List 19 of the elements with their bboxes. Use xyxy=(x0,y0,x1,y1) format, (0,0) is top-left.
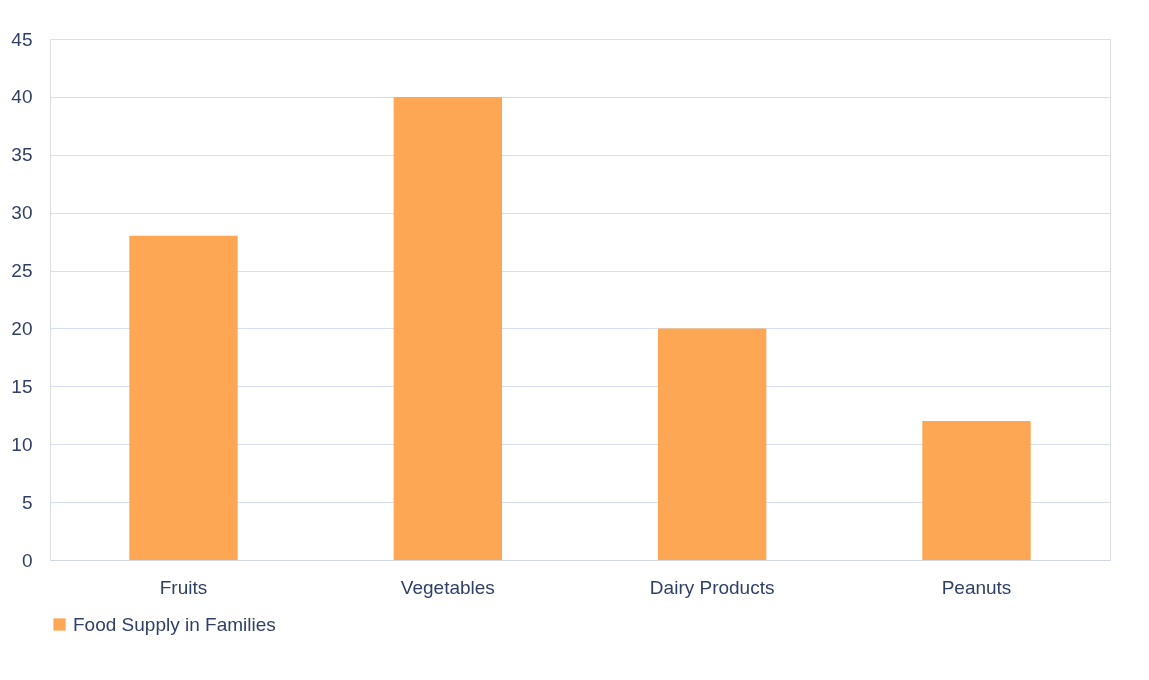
y-tick-label: 15 xyxy=(11,375,33,397)
y-tick-label: 0 xyxy=(21,549,33,571)
y-tick-label: 25 xyxy=(11,260,33,282)
y-tick-label: 5 xyxy=(21,491,33,513)
y-tick-label: 10 xyxy=(11,433,33,455)
bar xyxy=(393,96,503,560)
y-tick-label: 45 xyxy=(11,28,33,50)
x-tick-label: Dairy Products xyxy=(649,576,775,598)
x-tick-label: Peanuts xyxy=(941,576,1012,598)
y-tick-label: 20 xyxy=(11,317,33,339)
y-tick-label: 30 xyxy=(11,202,33,224)
bar xyxy=(922,421,1031,560)
legend-label: Food Supply in Families xyxy=(73,613,276,635)
x-tick-label: Fruits xyxy=(159,576,208,598)
y-tick-label: 35 xyxy=(11,144,33,166)
x-tick-label: Vegetables xyxy=(400,576,495,598)
bar xyxy=(129,235,238,560)
bar xyxy=(657,328,767,560)
y-tick-label: 40 xyxy=(11,86,33,108)
